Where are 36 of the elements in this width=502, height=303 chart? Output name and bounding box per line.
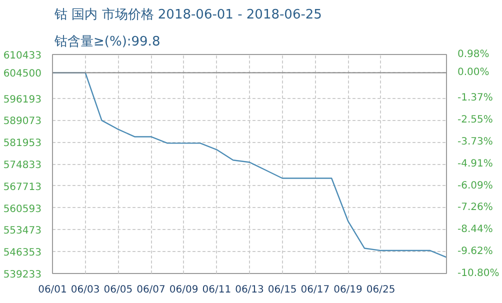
x-tick-label: 06/07 <box>136 284 166 296</box>
y2-tick-label: -8.44% <box>458 224 493 236</box>
y2-tick-label: -2.55% <box>458 114 493 126</box>
y-tick-label: 596193 <box>3 94 42 106</box>
x-tick-label: 06/17 <box>300 284 330 296</box>
y2-tick-label: -4.91% <box>458 158 493 170</box>
x-tick-label: 06/09 <box>169 284 198 296</box>
y2-tick-label: -7.26% <box>458 202 493 214</box>
x-tick-label: 06/03 <box>70 284 100 296</box>
y2-tick-label: -1.37% <box>458 92 493 104</box>
y-tick-label: 610433 <box>3 50 42 62</box>
line-series <box>52 72 446 258</box>
y2-tick-label: -10.80% <box>458 268 500 279</box>
y-tick-label: 574833 <box>3 160 42 171</box>
x-tick-label: 06/13 <box>235 284 264 296</box>
chart-subtitle: 钴含量≥(%):99.8 <box>54 34 160 50</box>
x-tick-label: 06/01 <box>38 284 67 296</box>
y-tick-label: 539233 <box>3 270 42 280</box>
y2-tick-label: 0.98% <box>458 49 490 60</box>
x-tick-label: 06/15 <box>268 284 297 296</box>
y-tick-label: 553473 <box>3 226 42 237</box>
x-tick-label: 06/05 <box>104 284 133 296</box>
y2-tick-label: -6.09% <box>458 180 493 192</box>
chart-title: 钴 国内 市场价格 2018-06-01 - 2018-06-25 <box>54 8 322 22</box>
x-tick-label: 06/11 <box>202 284 232 296</box>
y2-tick-label: -3.73% <box>458 136 493 148</box>
y2-tick-label: 0.00% <box>458 67 490 78</box>
y-tick-label: 567713 <box>3 182 42 193</box>
x-tick-label: 06/19 <box>334 284 362 296</box>
x-tick-label: 06/25 <box>366 284 396 296</box>
y-tick-label: 560593 <box>3 204 42 215</box>
y2-tick-label: -9.62% <box>458 246 493 258</box>
y-tick-label: 546353 <box>3 248 42 259</box>
y-tick-label: 581953 <box>3 138 42 150</box>
y-tick-label: 604500 <box>3 68 42 80</box>
y-tick-label: 589073 <box>3 116 42 128</box>
